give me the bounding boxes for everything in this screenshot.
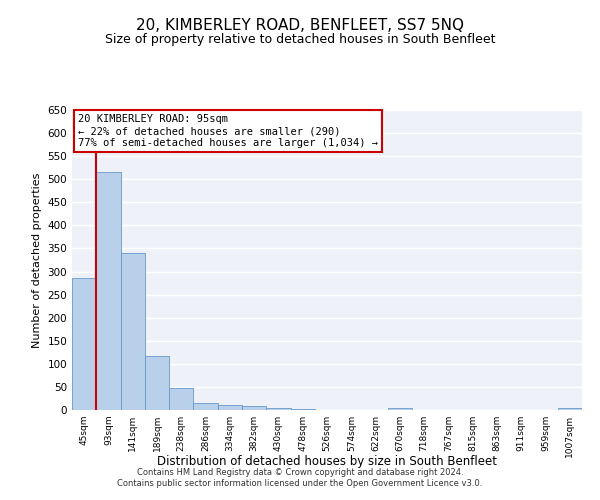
Bar: [145, 356, 169, 410]
Bar: [290, 408, 315, 410]
Text: 20, KIMBERLEY ROAD, BENFLEET, SS7 5NQ: 20, KIMBERLEY ROAD, BENFLEET, SS7 5NQ: [136, 18, 464, 32]
Bar: [218, 406, 242, 410]
Y-axis label: Number of detached properties: Number of detached properties: [32, 172, 42, 348]
Bar: [121, 253, 145, 410]
Bar: [266, 408, 290, 410]
Bar: [169, 388, 193, 410]
Bar: [193, 403, 218, 410]
Text: Contains HM Land Registry data © Crown copyright and database right 2024.
Contai: Contains HM Land Registry data © Crown c…: [118, 468, 482, 487]
Text: Distribution of detached houses by size in South Benfleet: Distribution of detached houses by size …: [157, 455, 497, 468]
Bar: [72, 278, 96, 410]
Text: 20 KIMBERLEY ROAD: 95sqm
← 22% of detached houses are smaller (290)
77% of semi-: 20 KIMBERLEY ROAD: 95sqm ← 22% of detach…: [78, 114, 378, 148]
Text: Size of property relative to detached houses in South Benfleet: Size of property relative to detached ho…: [105, 32, 495, 46]
Bar: [96, 172, 121, 410]
Bar: [242, 406, 266, 410]
Bar: [388, 408, 412, 410]
Bar: [558, 408, 582, 410]
